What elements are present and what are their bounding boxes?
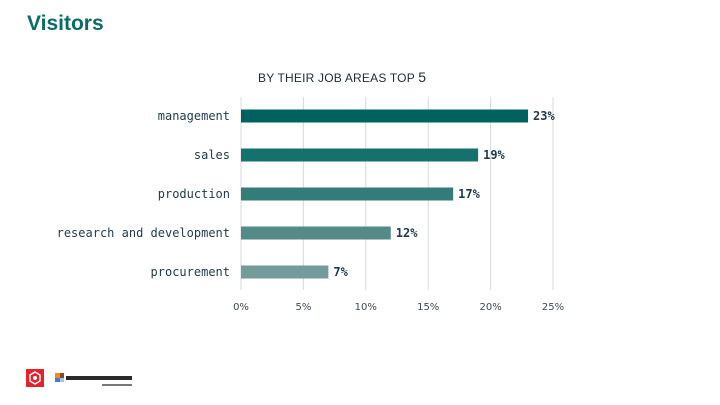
x-tick-label: 25% bbox=[542, 302, 564, 313]
category-label: production bbox=[158, 187, 230, 201]
value-label: 12% bbox=[396, 226, 418, 240]
bar bbox=[241, 187, 454, 201]
bar bbox=[241, 226, 391, 240]
page-title: Visitors bbox=[27, 12, 104, 35]
x-tick-label: 10% bbox=[355, 302, 377, 313]
category-label: procurement bbox=[151, 265, 230, 279]
x-tick-label: 0% bbox=[233, 302, 249, 313]
chart-title: BY THEIR JOB AREAS TOP 5 bbox=[258, 69, 458, 85]
bar bbox=[241, 109, 529, 123]
x-tick-label: 5% bbox=[295, 302, 311, 313]
partner-logo-icon bbox=[55, 373, 132, 386]
category-label: sales bbox=[194, 148, 230, 162]
x-tick-label: 20% bbox=[479, 302, 501, 313]
bar bbox=[241, 265, 329, 279]
chart-title-text: BY THEIR JOB AREAS TOP bbox=[258, 71, 415, 85]
category-label: research and development bbox=[57, 226, 230, 240]
value-label: 19% bbox=[483, 148, 505, 162]
chart-title-number: 5 bbox=[418, 69, 427, 85]
logo-icon bbox=[26, 369, 44, 387]
value-label: 7% bbox=[333, 265, 348, 279]
value-label: 17% bbox=[458, 187, 480, 201]
x-tick-label: 15% bbox=[417, 302, 439, 313]
value-label: 23% bbox=[533, 109, 555, 123]
bar bbox=[241, 148, 479, 162]
category-label: management bbox=[158, 109, 230, 123]
